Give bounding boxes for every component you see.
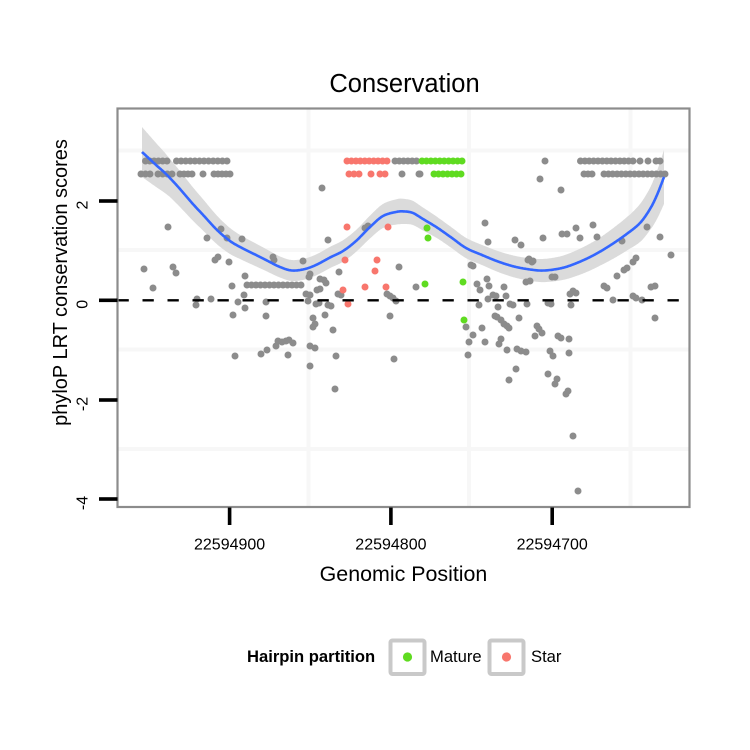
svg-text:Genomic Position: Genomic Position: [320, 562, 488, 586]
svg-text:Conservation: Conservation: [329, 70, 479, 98]
svg-text:Mature: Mature: [430, 647, 482, 666]
svg-text:0: 0: [75, 300, 92, 309]
svg-text:Hairpin partition: Hairpin partition: [247, 647, 375, 666]
svg-text:2: 2: [75, 200, 92, 209]
svg-text:22594800: 22594800: [355, 537, 426, 554]
svg-text:22594900: 22594900: [194, 537, 265, 554]
svg-text:phyloP LRT conservation scores: phyloP LRT conservation scores: [50, 139, 72, 426]
svg-text:Star: Star: [531, 647, 562, 666]
svg-text:-2: -2: [75, 397, 92, 411]
svg-text:-4: -4: [75, 496, 92, 510]
svg-text:22594700: 22594700: [517, 537, 588, 554]
